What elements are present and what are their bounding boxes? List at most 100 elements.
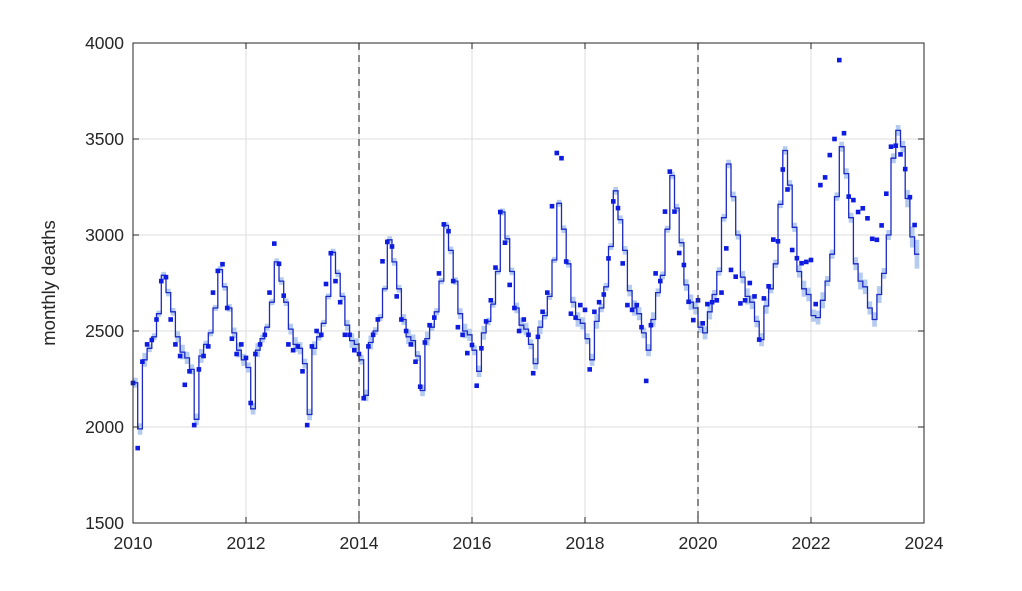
observed-point xyxy=(756,337,762,342)
observed-point xyxy=(417,384,423,389)
observed-point xyxy=(545,290,550,295)
observed-point xyxy=(912,222,917,228)
observed-point xyxy=(191,422,197,428)
observed-point xyxy=(342,332,348,338)
observed-point xyxy=(667,169,673,174)
observed-point xyxy=(488,298,494,303)
x-tick-label: 2010 xyxy=(114,533,153,553)
observed-point xyxy=(568,311,574,316)
y-tick-label: 1500 xyxy=(85,513,124,533)
y-tick-label: 2500 xyxy=(85,321,124,341)
observed-point xyxy=(837,57,842,63)
observed-point xyxy=(220,261,225,267)
observed-point xyxy=(243,355,249,361)
observed-point xyxy=(578,302,583,308)
observed-point xyxy=(314,328,319,334)
observed-point xyxy=(559,155,564,161)
y-tick-labels: 1500 2000 2500 3000 3500 4000 xyxy=(85,33,124,533)
observed-point xyxy=(742,298,748,303)
observed-point xyxy=(356,351,362,357)
observed-point xyxy=(658,278,663,284)
observed-point xyxy=(526,332,531,338)
observed-point xyxy=(516,328,522,334)
observed-point xyxy=(502,240,508,245)
observed-point xyxy=(582,307,588,313)
observed-point xyxy=(643,378,649,384)
observed-point xyxy=(780,167,786,172)
x-tick-labels: 2010 2012 2014 2016 2018 2020 2022 2024 xyxy=(114,533,944,553)
observed-point xyxy=(691,317,696,323)
observed-point xyxy=(163,274,169,280)
observed-point xyxy=(474,383,479,388)
model-line xyxy=(133,129,920,430)
observed-point xyxy=(498,209,503,215)
observed-point xyxy=(436,271,442,276)
observed-point xyxy=(709,299,715,305)
observed-point xyxy=(719,290,724,295)
observed-point xyxy=(851,197,856,203)
observed-point xyxy=(455,324,461,330)
observed-point xyxy=(295,344,301,349)
x-tick-label: 2016 xyxy=(453,533,492,553)
observed-point xyxy=(140,359,145,364)
observed-point xyxy=(399,317,404,322)
observed-point xyxy=(822,175,828,180)
observed-point xyxy=(319,332,324,338)
observed-point xyxy=(408,342,414,347)
observed-point xyxy=(422,340,428,345)
observed-point xyxy=(761,296,767,301)
observed-point xyxy=(705,301,710,307)
observed-point xyxy=(907,194,913,200)
observed-point xyxy=(855,209,861,215)
observed-point xyxy=(210,290,216,295)
observed-point xyxy=(465,350,470,356)
model-stairs-path xyxy=(133,129,920,430)
observed-point xyxy=(177,353,183,359)
observed-point xyxy=(554,150,560,156)
observed-point xyxy=(752,294,757,299)
observed-point xyxy=(154,317,159,322)
observed-point xyxy=(253,351,258,357)
observed-point xyxy=(286,342,291,347)
x-tick-label: 2020 xyxy=(679,533,718,553)
observed-point xyxy=(352,347,357,353)
observed-point xyxy=(201,353,206,359)
event-lines xyxy=(358,43,699,523)
observed-point xyxy=(168,317,173,322)
observed-point xyxy=(893,143,899,148)
observed-point xyxy=(563,259,569,264)
x-tick-label: 2012 xyxy=(227,533,266,553)
observed-point xyxy=(714,298,720,303)
observed-point xyxy=(611,199,616,204)
observed-point xyxy=(789,247,795,253)
y-tick-label: 4000 xyxy=(85,33,124,53)
observed-point xyxy=(615,205,621,211)
observed-point xyxy=(869,236,875,242)
y-axis-label: monthly deaths xyxy=(38,220,59,345)
observed-point xyxy=(300,369,305,374)
observed-point xyxy=(337,299,343,305)
observed-point xyxy=(361,395,366,401)
observed-point xyxy=(888,144,894,149)
observed-point xyxy=(370,332,376,338)
observed-point xyxy=(427,322,432,328)
observed-point xyxy=(860,206,866,211)
observed-point xyxy=(808,257,814,263)
observed-point xyxy=(874,237,880,243)
observed-point xyxy=(257,342,263,347)
observed-point xyxy=(700,321,705,326)
observed-point xyxy=(323,281,329,287)
observed-point xyxy=(276,261,282,267)
observed-point xyxy=(347,332,352,338)
observed-point xyxy=(328,250,334,256)
observed-point xyxy=(606,256,611,261)
observed-point xyxy=(686,299,691,305)
observed-point xyxy=(728,267,734,273)
observed-point xyxy=(507,282,512,288)
y-tick-label: 3500 xyxy=(85,129,124,149)
observed-point xyxy=(182,382,188,388)
observed-point xyxy=(187,369,192,374)
observed-point xyxy=(747,280,753,286)
observed-point xyxy=(272,241,277,246)
